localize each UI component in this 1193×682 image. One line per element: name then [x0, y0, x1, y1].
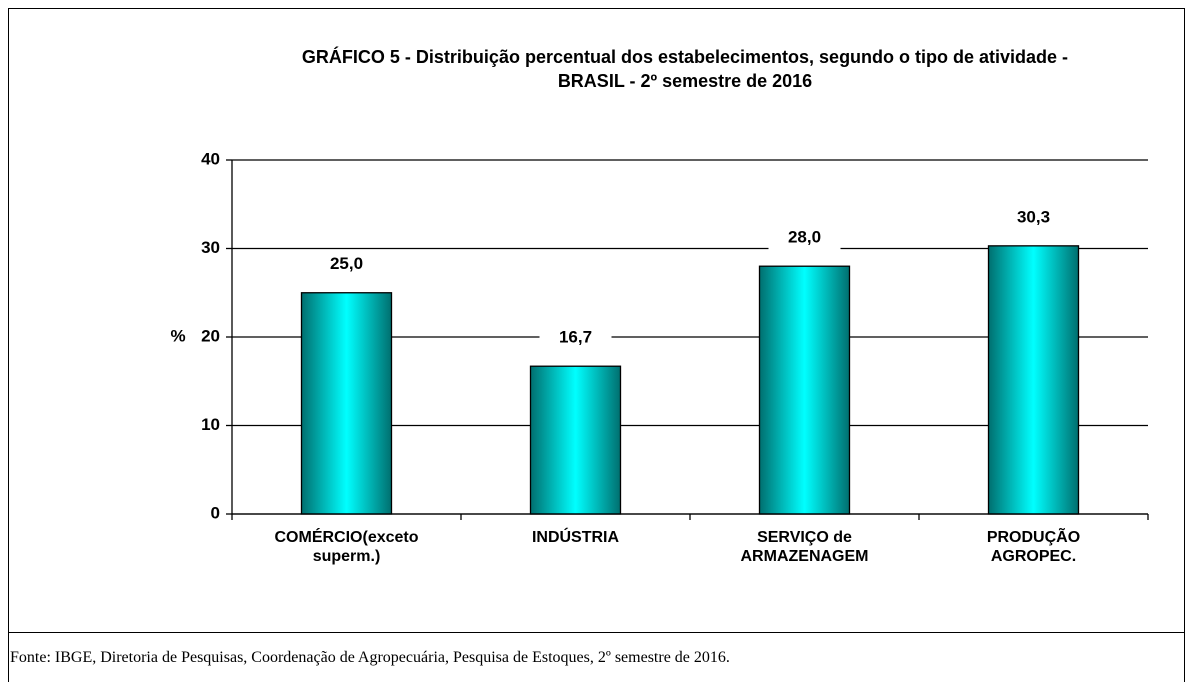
y-tick-label: 20 — [201, 326, 220, 345]
label-bg — [539, 326, 612, 351]
x-tick-label: INDÚSTRIA — [531, 529, 620, 546]
y-tick-label: 40 — [201, 149, 220, 168]
x-tick-label: SERVIÇO de ARMAZENAGEM — [740, 529, 869, 565]
data-label: 30,3 — [1017, 207, 1050, 226]
y-tick-label: 10 — [201, 415, 220, 434]
x-tick-label: COMÉRCIO(exceto superm.) — [274, 529, 419, 565]
label-bg — [768, 226, 841, 251]
source-note: Fonte: IBGE, Diretoria de Pesquisas, Coo… — [10, 649, 730, 666]
y-tick-label: 0 — [211, 503, 220, 522]
chart-title: GRÁFICO 5 - Distribuição percentual dos … — [301, 47, 1069, 91]
data-label: 25,0 — [330, 254, 363, 273]
y-tick-label: 30 — [201, 238, 220, 257]
bar — [758, 265, 851, 515]
label-bg — [310, 252, 383, 277]
bar — [300, 292, 393, 515]
bar — [529, 365, 622, 515]
data-label: 16,7 — [559, 328, 592, 347]
x-tick-label: PRODUÇÃO AGROPEC. — [986, 529, 1081, 565]
label-bg — [997, 205, 1070, 230]
data-label: 28,0 — [788, 228, 821, 247]
frame — [8, 8, 1185, 682]
y-axis-label: % — [170, 326, 185, 345]
bar — [987, 245, 1080, 515]
